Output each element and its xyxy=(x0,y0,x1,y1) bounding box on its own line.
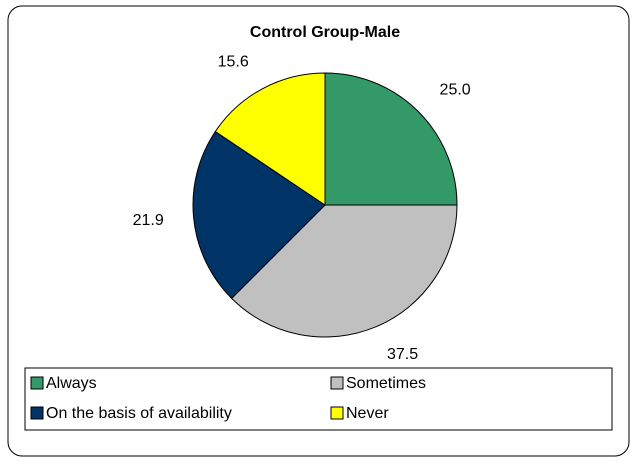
chart-title: Control Group-Male xyxy=(250,24,400,41)
legend-label: Sometimes xyxy=(346,375,426,392)
data-label: 25.0 xyxy=(440,82,471,99)
legend-swatch xyxy=(330,406,344,420)
legend-label: On the basis of availability xyxy=(46,405,232,422)
data-label: 37.5 xyxy=(387,346,418,363)
data-label: 21.9 xyxy=(133,212,164,229)
legend-swatch xyxy=(30,406,44,420)
data-label: 15.6 xyxy=(218,53,249,70)
pie-slice xyxy=(192,130,326,300)
legend-label: Always xyxy=(46,375,97,392)
pie-slice xyxy=(230,204,458,338)
legend-swatch xyxy=(330,376,344,390)
pie-slice xyxy=(324,72,458,206)
legend-label: Never xyxy=(346,405,389,422)
pie-slice xyxy=(214,72,326,206)
legend-box xyxy=(24,367,613,431)
legend-swatch xyxy=(30,376,44,390)
